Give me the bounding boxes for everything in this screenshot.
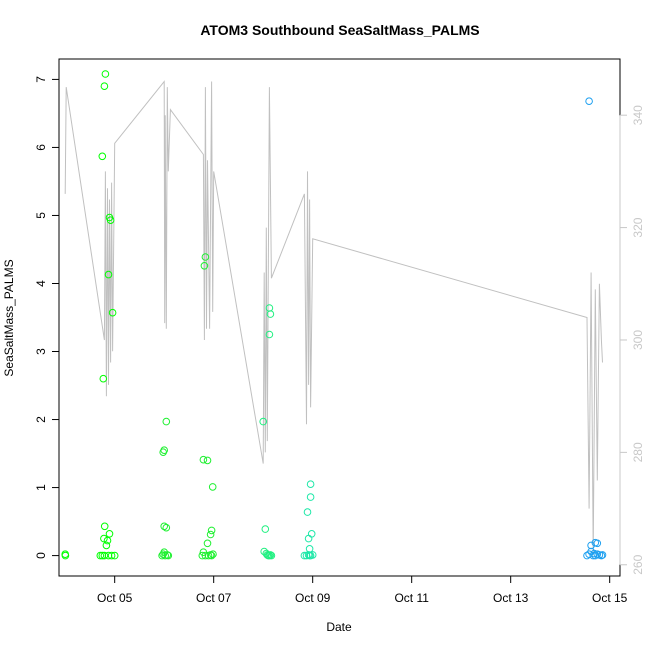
data-point — [206, 530, 215, 539]
y-tick-label: 5 — [34, 212, 48, 219]
data-point — [598, 551, 607, 559]
data-point — [96, 551, 105, 560]
data-point — [199, 455, 208, 464]
series-0 — [61, 70, 119, 560]
data-point — [61, 551, 70, 560]
y-tick-label: 7 — [34, 76, 48, 83]
x-tick-label: Oct 11 — [394, 591, 429, 605]
data-point — [100, 551, 109, 560]
y-tick-label: 0 — [34, 552, 48, 559]
data-point — [99, 374, 108, 383]
data-point — [159, 448, 167, 457]
data-point — [100, 522, 109, 531]
plot-frame — [58, 58, 621, 577]
data-point — [200, 262, 209, 270]
data-point — [110, 551, 119, 560]
altitude-line — [64, 80, 603, 554]
data-point — [107, 551, 116, 560]
data-point — [303, 508, 312, 516]
x-axis-label: Date — [326, 620, 352, 634]
x-tick-label: Oct 05 — [97, 591, 133, 605]
y2-axis: 260 280 300 320 340 — [619, 105, 645, 575]
data-point — [201, 253, 210, 261]
data-point — [305, 545, 314, 553]
data-point — [207, 551, 216, 560]
x-tick-label: Oct 07 — [196, 591, 232, 605]
x-tick-label: Oct 15 — [592, 591, 628, 605]
data-point — [105, 530, 114, 538]
data-point — [100, 534, 108, 543]
data-point — [585, 97, 593, 105]
data-point — [267, 551, 276, 560]
data-point — [265, 551, 274, 560]
data-point — [164, 551, 173, 560]
data-point — [266, 551, 275, 559]
series-1 — [158, 253, 217, 560]
y2-tick-label: 280 — [631, 442, 645, 462]
series-4 — [583, 97, 607, 560]
x-tick-label: Oct 09 — [295, 591, 331, 605]
data-point — [103, 536, 112, 545]
data-point — [306, 493, 315, 501]
data-point — [104, 270, 113, 279]
data-point — [261, 525, 270, 533]
data-point — [265, 330, 274, 339]
x-axis: Oct 05 Oct 07 Oct 09 Oct 11 Oct 13 Oct 15 — [97, 575, 628, 605]
y-axis: 0 1 2 3 4 5 6 7 — [34, 76, 59, 559]
data-point — [102, 541, 111, 550]
data-point — [308, 551, 317, 559]
data-point — [106, 216, 115, 224]
data-point — [160, 522, 168, 531]
altitude-line-layer — [64, 80, 603, 554]
data-point — [304, 534, 313, 543]
data-point — [593, 539, 602, 548]
y2-tick-label: 320 — [631, 217, 645, 237]
y-tick-label: 1 — [34, 484, 48, 491]
series-2 — [259, 304, 276, 560]
data-point — [163, 551, 172, 559]
y-tick-label: 2 — [34, 416, 48, 423]
data-point — [306, 480, 315, 489]
data-point — [307, 530, 316, 538]
x-tick-label: Oct 13 — [493, 591, 529, 605]
data-point — [108, 308, 117, 317]
y-tick-label: 6 — [34, 144, 48, 151]
data-point — [207, 526, 216, 535]
data-point — [101, 70, 110, 78]
data-point — [162, 417, 171, 426]
y-tick-label: 4 — [34, 280, 48, 287]
data-point — [208, 483, 217, 491]
data-points-layer — [61, 70, 607, 560]
data-point — [203, 539, 212, 548]
data-point — [203, 456, 212, 465]
y2-tick-label: 300 — [631, 330, 645, 350]
data-point — [98, 152, 107, 161]
y-tick-label: 3 — [34, 348, 48, 355]
series-3 — [300, 480, 317, 560]
y2-tick-label: 340 — [631, 105, 645, 125]
data-point — [266, 310, 275, 318]
data-point — [209, 550, 217, 559]
chart-title: ATOM3 Southbound SeaSaltMass_PALMS — [200, 22, 479, 38]
y2-tick-label: 260 — [631, 554, 645, 574]
data-point — [100, 82, 109, 90]
y-axis-label: SeaSaltMass_PALMS — [2, 259, 16, 376]
data-point — [259, 417, 268, 426]
data-point — [162, 523, 171, 532]
data-point — [597, 551, 606, 560]
